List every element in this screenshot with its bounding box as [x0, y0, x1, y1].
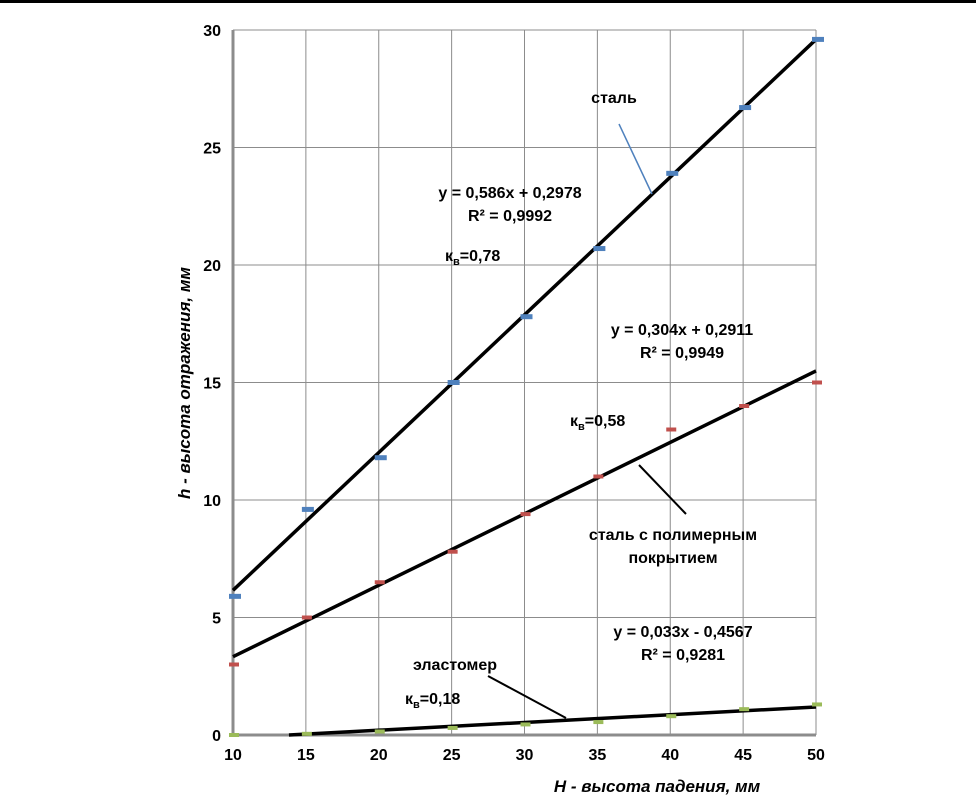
data-point-coated-steel	[666, 427, 677, 432]
data-points	[229, 36, 824, 737]
equation-coated-steel: y = 0,304x + 0,2911	[611, 322, 753, 339]
series-label-elastomer: эластомер	[413, 657, 497, 674]
data-point-coated-steel	[739, 404, 750, 408]
r2-coated-steel: R² = 0,9949	[640, 345, 724, 362]
data-point-elastomer	[593, 720, 604, 725]
x-tick-label: 40	[661, 747, 679, 764]
data-point-steel	[301, 506, 314, 512]
data-point-elastomer	[812, 702, 822, 707]
data-point-steel	[593, 246, 606, 252]
annotations: сталь y = 0,586x + 0,2978 R² = 0,9992 кв…	[405, 90, 757, 711]
data-point-steel	[447, 380, 460, 385]
data-point-steel	[812, 36, 824, 42]
top-border-line	[0, 0, 976, 3]
series-label-steel: сталь	[591, 90, 637, 107]
y-tick-label: 20	[203, 258, 221, 275]
y-axis-title: h - высота отражения, мм	[175, 267, 194, 499]
x-tick-label: 45	[734, 747, 752, 764]
data-point-steel	[739, 105, 752, 111]
coef-subscript: в	[453, 256, 460, 268]
y-tick-label: 10	[203, 493, 221, 510]
r2-steel: R² = 0,9992	[468, 208, 552, 225]
y-tick-label: 15	[203, 376, 221, 393]
data-point-elastomer	[739, 707, 750, 712]
r2-elastomer: R² = 0,9281	[641, 647, 725, 664]
leader-line-steel	[618, 123, 653, 195]
data-point-elastomer	[301, 731, 312, 736]
x-tick-label: 50	[807, 747, 825, 764]
x-axis-title: H - высота падения, мм	[554, 777, 761, 796]
equation-steel: y = 0,586x + 0,2978	[438, 185, 581, 202]
data-point-elastomer	[520, 722, 531, 727]
x-tick-label: 35	[588, 747, 606, 764]
coef-subscript: в	[578, 421, 585, 433]
series-label-coated-steel-line2: покрытием	[628, 550, 717, 567]
x-tick-label: 10	[224, 747, 242, 764]
coef-steel: кв=0,78	[445, 248, 500, 268]
data-point-elastomer	[447, 725, 458, 730]
data-point-coated-steel	[447, 549, 458, 554]
y-tick-label: 25	[203, 141, 221, 158]
data-point-steel	[374, 455, 387, 461]
data-point-elastomer	[229, 733, 239, 737]
data-point-coated-steel	[520, 512, 531, 517]
coef-subscript: в	[413, 699, 420, 711]
y-tick-label: 30	[203, 23, 221, 40]
leader-lines	[487, 123, 687, 719]
leader-line-coated-steel	[638, 464, 687, 515]
data-point-steel	[229, 593, 241, 599]
leader-line-elastomer	[487, 675, 567, 719]
coef-coated-steel: кв=0,58	[570, 413, 625, 433]
data-point-coated-steel	[812, 380, 822, 385]
x-tick-label: 15	[297, 747, 315, 764]
y-tick-label: 0	[212, 728, 221, 745]
series-label-coated-steel-line1: сталь с полимерным	[589, 527, 757, 544]
y-tick-labels: 0 5 10 15 20 25 30	[203, 23, 221, 745]
data-point-coated-steel	[229, 662, 239, 667]
data-point-steel	[520, 314, 533, 320]
grid	[233, 29, 817, 735]
axes	[231, 30, 816, 737]
x-tick-label: 20	[370, 747, 388, 764]
coef-elastomer: кв=0,18	[405, 691, 460, 711]
data-point-elastomer	[374, 729, 385, 734]
data-point-coated-steel	[301, 615, 312, 620]
data-point-steel	[666, 170, 679, 176]
equation-elastomer: y = 0,033x - 0,4567	[613, 624, 752, 641]
y-tick-label: 5	[212, 611, 221, 628]
x-tick-labels: 10 15 20 25 30 35 40 45 50	[224, 747, 825, 764]
x-tick-label: 30	[516, 747, 534, 764]
x-tick-label: 25	[443, 747, 461, 764]
data-point-elastomer	[666, 714, 677, 719]
data-point-coated-steel	[593, 474, 604, 479]
data-point-coated-steel	[374, 580, 385, 585]
